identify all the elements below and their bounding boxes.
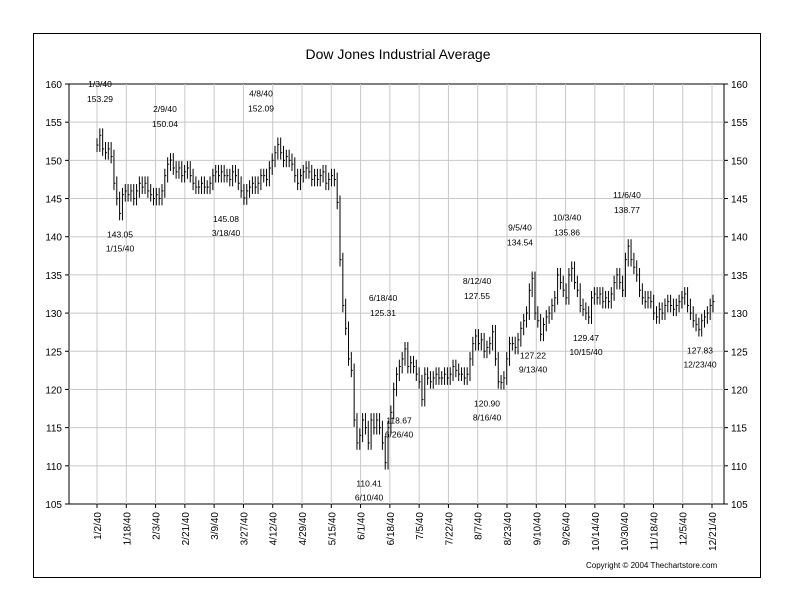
annotation-date: 8/12/40 xyxy=(463,276,492,286)
x-tick-label: 12/5/40 xyxy=(679,512,690,546)
annotation-value: 135.86 xyxy=(554,227,580,237)
y-tick-label-right: 160 xyxy=(731,80,748,91)
copyright-text: Copyright © 2004 Thechartstore.com xyxy=(586,561,718,570)
y-tick-label-left: 120 xyxy=(45,385,62,396)
y-tick-label-left: 160 xyxy=(45,80,62,91)
annotation-value: 143.05 xyxy=(107,229,133,239)
annotation-value: 150.04 xyxy=(152,119,178,129)
y-tick-label-left: 140 xyxy=(45,233,62,244)
x-tick-label: 1/18/40 xyxy=(122,512,133,546)
x-tick-label: 12/21/40 xyxy=(708,512,719,551)
y-tick-label-left: 125 xyxy=(45,347,62,358)
y-tick-label-left: 155 xyxy=(45,118,62,129)
annotation-date: 11/6/40 xyxy=(613,190,641,200)
x-tick-label: 7/5/40 xyxy=(415,512,426,540)
x-tick-label: 10/14/40 xyxy=(591,512,602,551)
y-tick-label-left: 150 xyxy=(45,156,62,167)
chart-frame xyxy=(33,33,761,578)
annotation-value: 129.47 xyxy=(573,333,599,343)
x-tick-label: 3/9/40 xyxy=(210,512,221,540)
x-tick-label: 4/12/40 xyxy=(269,512,280,546)
annotation-value: 152.09 xyxy=(248,103,274,113)
y-tick-label-right: 145 xyxy=(731,195,748,206)
annotation-value: 138.77 xyxy=(614,205,640,215)
annotation-date: 3/18/40 xyxy=(212,228,241,238)
x-tick-label: 6/18/40 xyxy=(386,512,397,546)
y-tick-label-left: 145 xyxy=(45,195,62,206)
annotation-date: 6/10/40 xyxy=(355,493,384,503)
x-tick-label: 9/10/40 xyxy=(532,512,543,546)
x-tick-label: 9/26/40 xyxy=(562,512,573,546)
annotation-date: 2/9/40 xyxy=(153,104,177,114)
annotation-date: 10/15/40 xyxy=(569,347,602,357)
y-tick-label-left: 130 xyxy=(45,309,62,320)
y-tick-label-left: 105 xyxy=(45,500,62,511)
annotation-value: 120.90 xyxy=(474,399,500,409)
y-tick-label-right: 120 xyxy=(731,385,748,396)
y-tick-label-right: 140 xyxy=(731,233,748,244)
x-tick-label: 5/15/40 xyxy=(327,512,338,546)
x-tick-label: 7/22/40 xyxy=(444,512,455,546)
x-tick-label: 4/29/40 xyxy=(298,512,309,546)
plot-area xyxy=(68,83,725,505)
y-tick-label-right: 130 xyxy=(731,309,748,320)
annotation-date: 9/5/40 xyxy=(508,222,532,232)
x-tick-label: 11/18/40 xyxy=(649,512,660,551)
annotation-value: 118.67 xyxy=(386,416,412,426)
x-tick-label: 1/2/40 xyxy=(93,512,104,540)
y-tick-label-left: 110 xyxy=(46,462,62,473)
annotation-date: 9/13/40 xyxy=(519,364,548,374)
annotation-date: 4/8/40 xyxy=(249,88,273,98)
x-tick-label: 8/7/40 xyxy=(474,512,485,540)
x-tick-label: 2/21/40 xyxy=(181,512,192,546)
y-tick-label-right: 105 xyxy=(731,500,748,511)
annotation-date: 1/15/40 xyxy=(106,243,135,253)
y-tick-label-right: 110 xyxy=(731,462,747,473)
annotation-date: 1/3/40 xyxy=(88,79,112,89)
annotation-value: 110.41 xyxy=(356,479,382,489)
annotation-value: 127.22 xyxy=(520,350,546,360)
x-tick-label: 2/3/40 xyxy=(152,512,163,540)
annotation-value: 145.08 xyxy=(213,214,239,224)
y-tick-label-right: 135 xyxy=(731,271,748,282)
y-tick-label-left: 135 xyxy=(45,271,62,282)
annotation-date: 10/3/40 xyxy=(553,212,582,222)
annotation-value: 127.83 xyxy=(687,346,713,356)
y-tick-label-right: 155 xyxy=(731,118,748,129)
annotation-date: 12/23/40 xyxy=(683,360,716,370)
chart-title: Dow Jones Industrial Average xyxy=(305,46,491,62)
annotation-date: 6/26/40 xyxy=(385,430,414,440)
annotation-value: 127.55 xyxy=(464,291,490,301)
x-tick-label: 10/30/40 xyxy=(620,512,631,551)
annotation-date: 6/18/40 xyxy=(369,293,398,303)
y-tick-label-left: 115 xyxy=(46,424,62,435)
y-tick-label-right: 150 xyxy=(731,156,748,167)
x-tick-label: 3/27/40 xyxy=(239,512,250,546)
annotation-value: 153.29 xyxy=(87,94,113,104)
y-tick-label-right: 125 xyxy=(731,347,748,358)
annotation-value: 134.54 xyxy=(507,237,533,247)
annotation-value: 125.31 xyxy=(370,308,396,318)
x-tick-label: 6/1/40 xyxy=(357,512,368,540)
x-tick-label: 8/23/40 xyxy=(503,512,514,546)
y-tick-label-right: 115 xyxy=(731,424,747,435)
annotation-date: 8/16/40 xyxy=(473,413,502,423)
